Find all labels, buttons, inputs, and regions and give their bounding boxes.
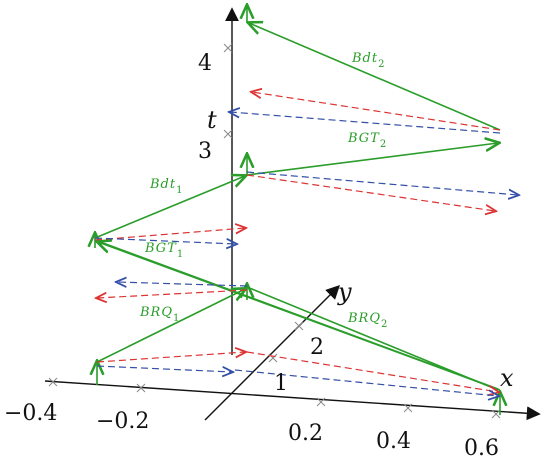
axes <box>44 7 541 421</box>
edge <box>246 143 498 176</box>
tick-label: −0.2 <box>96 409 149 434</box>
edge <box>249 23 501 131</box>
vertical-arrows <box>95 6 500 415</box>
axis-label: t <box>207 106 217 134</box>
edge-label-text: Bdt <box>149 177 176 192</box>
tick-label: 2 <box>310 335 324 360</box>
edge <box>246 286 499 391</box>
tick-label: 4 <box>198 51 212 76</box>
edge-label-text: Bdt <box>351 51 378 66</box>
tick-label: 0.4 <box>376 429 411 454</box>
edge-label-sub: 1 <box>177 249 184 260</box>
edge-label-sub: 2 <box>380 139 387 150</box>
edge-label-sub: 1 <box>176 185 183 196</box>
tick-label: −0.4 <box>4 401 57 426</box>
edge-label: BRQ2 <box>347 311 388 330</box>
y-axis <box>204 285 340 421</box>
tick-label: 1 <box>274 371 288 396</box>
tick-label: 0.2 <box>288 421 323 446</box>
edge-label: Bdt1 <box>149 177 183 196</box>
x-axis <box>44 380 541 421</box>
edge-label: BRQ1 <box>139 305 180 324</box>
edge-label-sub: 2 <box>378 59 385 70</box>
edge-label-sub: 2 <box>381 319 388 330</box>
tick-crosses <box>48 43 501 419</box>
edge-label-text: BGT <box>144 241 177 256</box>
edge <box>98 242 501 391</box>
edge-label: BGT1 <box>144 241 184 260</box>
edge-label: Bdt2 <box>351 51 385 70</box>
edge-label: BGT2 <box>347 131 387 150</box>
axis-label: x <box>500 364 514 392</box>
edge <box>96 289 245 363</box>
edges <box>95 23 518 396</box>
tick-label: 0.6 <box>464 436 499 461</box>
axis-label: y <box>337 278 352 306</box>
edge-label-text: BRQ <box>139 305 173 320</box>
edge <box>94 176 245 239</box>
edge-label-text: BRQ <box>347 311 381 326</box>
tick-label: 3 <box>198 139 212 164</box>
edge-label-text: BGT <box>347 131 380 146</box>
edge-label-sub: 1 <box>173 313 180 324</box>
